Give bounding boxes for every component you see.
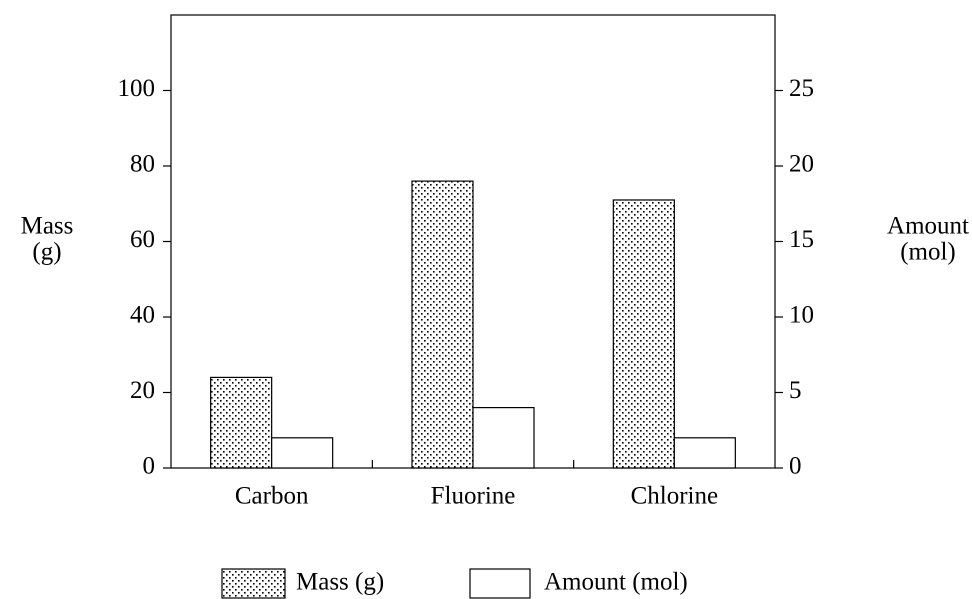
y2-tick-label: 20 [789,151,814,178]
y-tick-label: 100 [118,75,156,102]
x-tick-label: Fluorine [431,483,516,510]
y2-axis-label: (mol) [900,239,956,266]
bar [612,199,675,469]
y-tick-label: 0 [143,453,156,480]
y2-tick-label: 10 [789,302,814,329]
y-axis-label: (g) [32,239,61,266]
legend-label: Amount (mol) [544,569,688,596]
y2-tick-label: 15 [789,226,814,253]
y2-tick-label: 25 [789,75,814,102]
y-axis-label: Mass [21,213,74,240]
y2-tick-label: 0 [789,453,802,480]
y-tick-label: 80 [130,151,155,178]
x-tick-label: Chlorine [631,483,719,510]
y-tick-label: 20 [130,377,155,404]
bar [411,180,474,469]
y2-axis-label: Amount [887,213,969,240]
bar [271,437,334,469]
y-tick-label: 40 [130,302,155,329]
y2-tick-label: 5 [789,377,802,404]
y-tick-label: 60 [130,226,155,253]
x-tick-label: Carbon [235,483,309,510]
bar [472,407,535,469]
legend-label: Mass (g) [296,569,384,596]
legend-swatch [221,568,286,599]
bar [210,376,273,469]
legend-swatch [469,568,531,599]
bar [673,437,736,469]
